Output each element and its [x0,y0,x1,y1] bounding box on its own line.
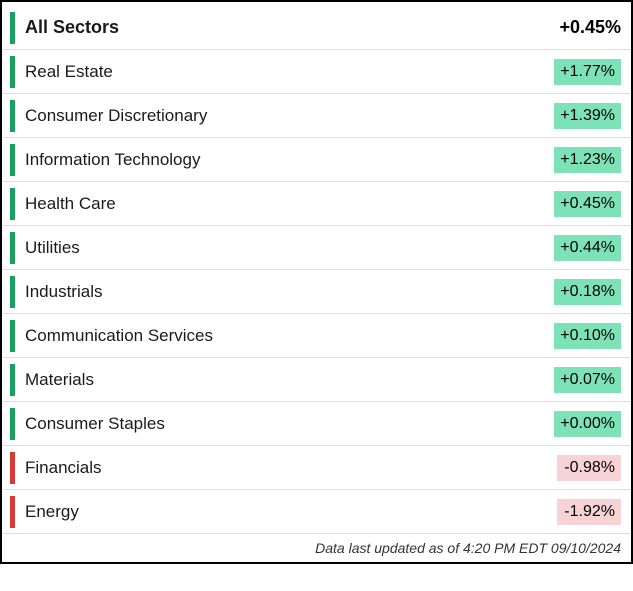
last-updated-footer: Data last updated as of 4:20 PM EDT 09/1… [2,534,631,562]
sector-value: +0.45% [554,191,621,217]
positive-bar [10,364,15,396]
sector-row: Industrials+0.18% [2,270,631,314]
sector-label: Utilities [25,238,554,258]
positive-bar [10,56,15,88]
sector-value: +0.00% [554,411,621,437]
sector-value: +1.23% [554,147,621,173]
sector-row: Financials-0.98% [2,446,631,490]
sector-value: +0.44% [554,235,621,261]
sector-label: Financials [25,458,557,478]
sector-row: Materials+0.07% [2,358,631,402]
sector-row: Information Technology+1.23% [2,138,631,182]
positive-bar [10,232,15,264]
positive-bar [10,188,15,220]
sector-row: Consumer Staples+0.00% [2,402,631,446]
sector-row: Energy-1.92% [2,490,631,534]
positive-bar [10,320,15,352]
positive-bar [10,276,15,308]
sector-value: +1.77% [554,59,621,85]
sector-row: Consumer Discretionary+1.39% [2,94,631,138]
positive-bar [10,144,15,176]
sector-value: -1.92% [557,499,621,525]
header-row: All Sectors +0.45% [2,6,631,50]
negative-bar [10,452,15,484]
sector-row: Real Estate+1.77% [2,50,631,94]
header-label: All Sectors [25,17,557,38]
header-value: +0.45% [557,17,621,38]
sector-label: Health Care [25,194,554,214]
sector-row: Communication Services+0.10% [2,314,631,358]
sector-value: -0.98% [557,455,621,481]
sector-label: Materials [25,370,554,390]
sector-label: Information Technology [25,150,554,170]
sector-label: Real Estate [25,62,554,82]
sector-value: +1.39% [554,103,621,129]
positive-bar [10,408,15,440]
sector-performance-table: All Sectors +0.45% Real Estate+1.77%Cons… [0,0,633,564]
sector-label: Industrials [25,282,554,302]
sector-label: Energy [25,502,557,522]
sector-label: Communication Services [25,326,554,346]
header-bar [10,12,15,44]
sector-row: Health Care+0.45% [2,182,631,226]
sector-value: +0.07% [554,367,621,393]
negative-bar [10,496,15,528]
sector-value: +0.18% [554,279,621,305]
positive-bar [10,100,15,132]
sector-value: +0.10% [554,323,621,349]
sector-row: Utilities+0.44% [2,226,631,270]
sector-label: Consumer Staples [25,414,554,434]
sector-label: Consumer Discretionary [25,106,554,126]
